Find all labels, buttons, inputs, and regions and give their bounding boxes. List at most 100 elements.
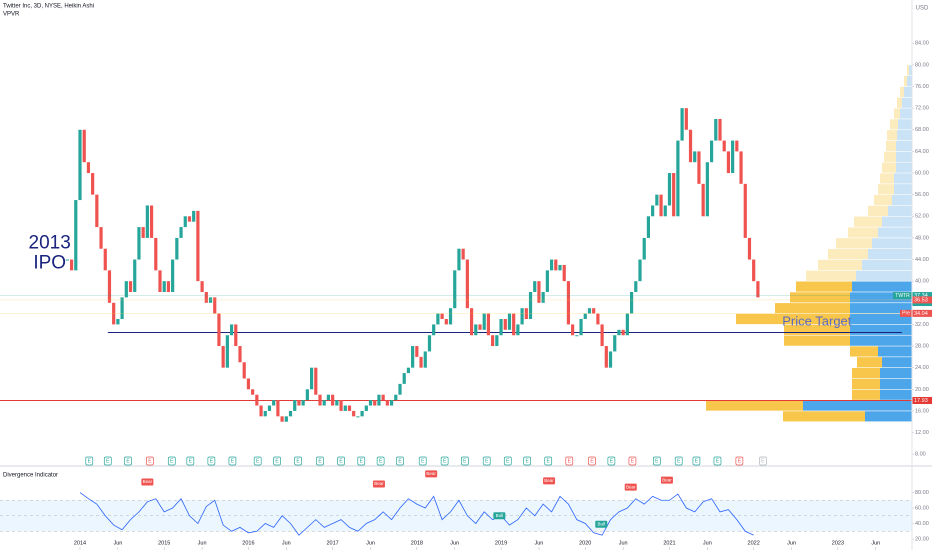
candle (200, 281, 204, 292)
candle (680, 108, 684, 141)
candle (579, 319, 583, 336)
divergence-tag (660, 476, 673, 484)
candle (739, 151, 743, 184)
earnings-badge (735, 456, 744, 466)
candle (95, 194, 99, 228)
candle (592, 308, 596, 314)
candle (444, 319, 448, 325)
earnings-badge (418, 456, 427, 466)
candle (617, 329, 621, 336)
candle (255, 394, 259, 406)
candle (537, 281, 541, 303)
earnings-badge (228, 456, 237, 466)
volume-down-bar (887, 130, 897, 141)
volume-up-bar (894, 184, 912, 195)
candle (600, 324, 604, 347)
volume-down-bar (796, 281, 852, 292)
volume-up-bar (882, 357, 912, 368)
earnings-label: E (210, 459, 214, 465)
candle (423, 351, 427, 368)
earnings-label: E (360, 459, 364, 465)
series-tag (893, 292, 912, 300)
volume-down-bar (784, 324, 850, 335)
candle (638, 259, 642, 282)
candle (343, 405, 347, 411)
candle (154, 237, 158, 271)
candle (629, 291, 634, 314)
candle (667, 173, 672, 206)
candle (432, 324, 436, 336)
y-tick-label: 68.00 (915, 127, 929, 133)
volume-up-bar (900, 108, 912, 119)
candle (512, 313, 516, 336)
earnings-label: E (275, 459, 279, 465)
candle (213, 297, 217, 314)
volume-up-bar (902, 97, 912, 108)
volume-down-bar (878, 184, 894, 195)
candle (524, 308, 528, 320)
candle (69, 259, 74, 271)
candle (642, 237, 646, 260)
candle (276, 400, 280, 417)
candle (65, 259, 69, 261)
earnings-label: E (318, 459, 322, 465)
candle (389, 400, 394, 406)
earnings-label: E (88, 459, 92, 465)
y-tick-label: 84.00 (915, 41, 929, 47)
candle (499, 319, 503, 336)
volume-up-bar (856, 270, 912, 281)
divergence-label: Bear (374, 481, 384, 486)
volume-up-bar (865, 411, 912, 422)
volume-up-bar (896, 140, 912, 152)
y-tick-label: 72.00 (915, 106, 929, 112)
candle (183, 216, 187, 228)
candle (752, 259, 756, 282)
earnings-label: E (568, 459, 572, 465)
earnings-label: E (525, 459, 529, 465)
candle (112, 302, 116, 325)
volume-up-bar (898, 119, 912, 130)
volume-up-bar (880, 367, 912, 379)
earnings-label: E (379, 459, 383, 465)
volume-down-bar (706, 400, 803, 411)
x-tick-label: 2023 (832, 540, 844, 546)
candle (613, 335, 617, 352)
candle (234, 324, 238, 347)
earnings-badge (588, 456, 596, 466)
indicator-line (79, 492, 754, 536)
candle (693, 151, 697, 163)
earnings-badge (337, 456, 345, 466)
earnings-badge (103, 456, 112, 466)
candle (541, 291, 545, 303)
earnings-label: E (506, 459, 510, 465)
earnings-label: E (148, 459, 152, 465)
earnings-badge (628, 456, 637, 466)
candle (196, 210, 200, 282)
divergence-tag (493, 512, 506, 520)
candle (246, 378, 251, 390)
x-tick-label: Jun (366, 540, 375, 546)
earnings-badge (357, 456, 366, 466)
y-tick-label: 28.00 (915, 343, 929, 349)
earnings-badge (253, 456, 262, 466)
candle (82, 129, 86, 163)
candle (179, 227, 183, 238)
earnings-label: E (170, 459, 174, 465)
candle (225, 335, 229, 368)
candle (440, 313, 444, 320)
earnings-label: E (590, 459, 594, 465)
earnings-label: E (547, 459, 551, 465)
volume-up-bar (862, 259, 912, 271)
volume-down-bar (852, 389, 880, 400)
candle (625, 313, 629, 336)
volume-down-bar (784, 335, 850, 346)
candle (116, 319, 120, 325)
volume-up-bar (896, 162, 912, 173)
earnings-badge (294, 456, 302, 466)
volume-down-bar (828, 249, 868, 260)
candle (419, 356, 423, 368)
candle (364, 405, 368, 411)
candle (339, 400, 343, 411)
y-tick-label: 52.00 (915, 214, 929, 220)
earnings-label: E (463, 459, 467, 465)
